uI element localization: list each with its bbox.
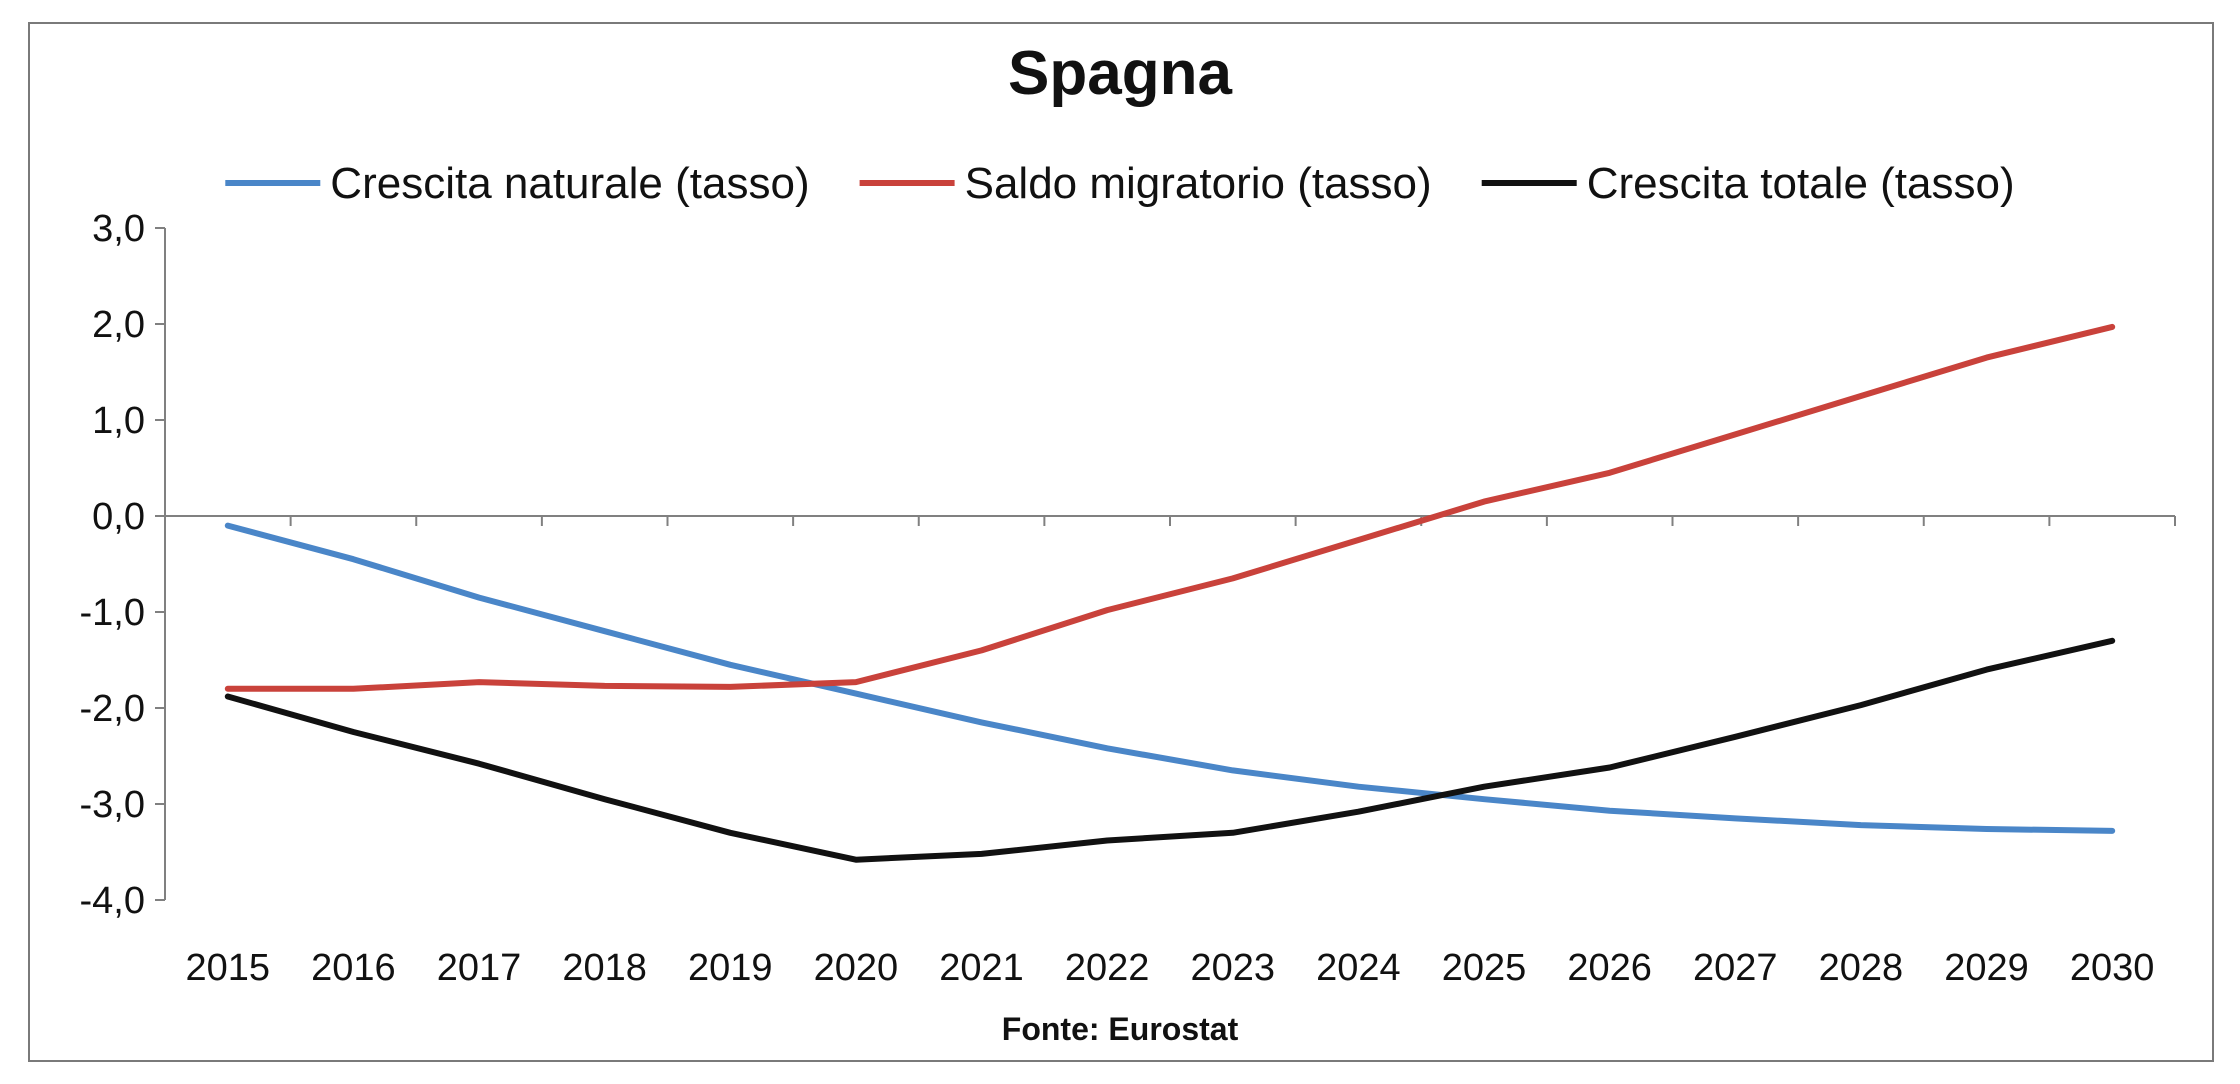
x-tick-label: 2021 (939, 947, 1024, 989)
x-tick-label: 2027 (1693, 947, 1778, 989)
x-tick-label: 2018 (562, 947, 647, 989)
y-tick-label: 0,0 (92, 496, 145, 538)
y-tick-label: -4,0 (80, 880, 145, 922)
x-tick-label: 2025 (1442, 947, 1527, 989)
x-tick-label: 2022 (1065, 947, 1150, 989)
y-tick-label: -1,0 (80, 592, 145, 634)
legend-item-2: Saldo migratorio (tasso) (859, 159, 1432, 208)
series-lines (224, 323, 2116, 863)
source-note: Fonte: Eurostat (1002, 1011, 1239, 1047)
x-tick-label: 2024 (1316, 947, 1401, 989)
y-tick-label: 3,0 (92, 208, 145, 250)
legend-label: Crescita naturale (tasso) (330, 159, 809, 208)
legend-item-3: Crescita totale (tasso) (1481, 159, 2015, 208)
x-tick-label: 2028 (1819, 947, 1904, 989)
y-tick-label: 1,0 (92, 400, 145, 442)
series-line-3 (224, 637, 2116, 863)
x-tick-label: 2026 (1567, 947, 1652, 989)
x-tick-label: 2019 (688, 947, 773, 989)
legend-label: Saldo migratorio (tasso) (965, 159, 1432, 208)
series-line-2 (224, 323, 2116, 692)
legend-item-1: Crescita naturale (tasso) (225, 159, 810, 208)
y-tick-label: -2,0 (80, 688, 145, 730)
legend-label: Crescita totale (tasso) (1587, 159, 2015, 208)
series-line-1 (224, 522, 2116, 834)
chart-title: Spagna (1008, 39, 1232, 108)
x-tick-label: 2015 (186, 947, 271, 989)
x-tick-label: 2023 (1191, 947, 1276, 989)
y-tick-label: -3,0 (80, 784, 145, 826)
x-tick-label: 2016 (311, 947, 396, 989)
legend: Crescita naturale (tasso) Saldo migratori… (225, 159, 2015, 208)
x-tick-label: 2030 (2070, 947, 2155, 989)
x-tick-label: 2020 (814, 947, 899, 989)
axes: 3,0 2,0 1,0 0,0 -1,0 -2,0 -3,0 -4,0 2015 2016 2017… (80, 208, 2176, 989)
chart-frame (28, 22, 2214, 1062)
x-tick-label: 2029 (1944, 947, 2029, 989)
y-tick-label: 2,0 (92, 304, 145, 346)
x-tick-label: 2017 (437, 947, 522, 989)
